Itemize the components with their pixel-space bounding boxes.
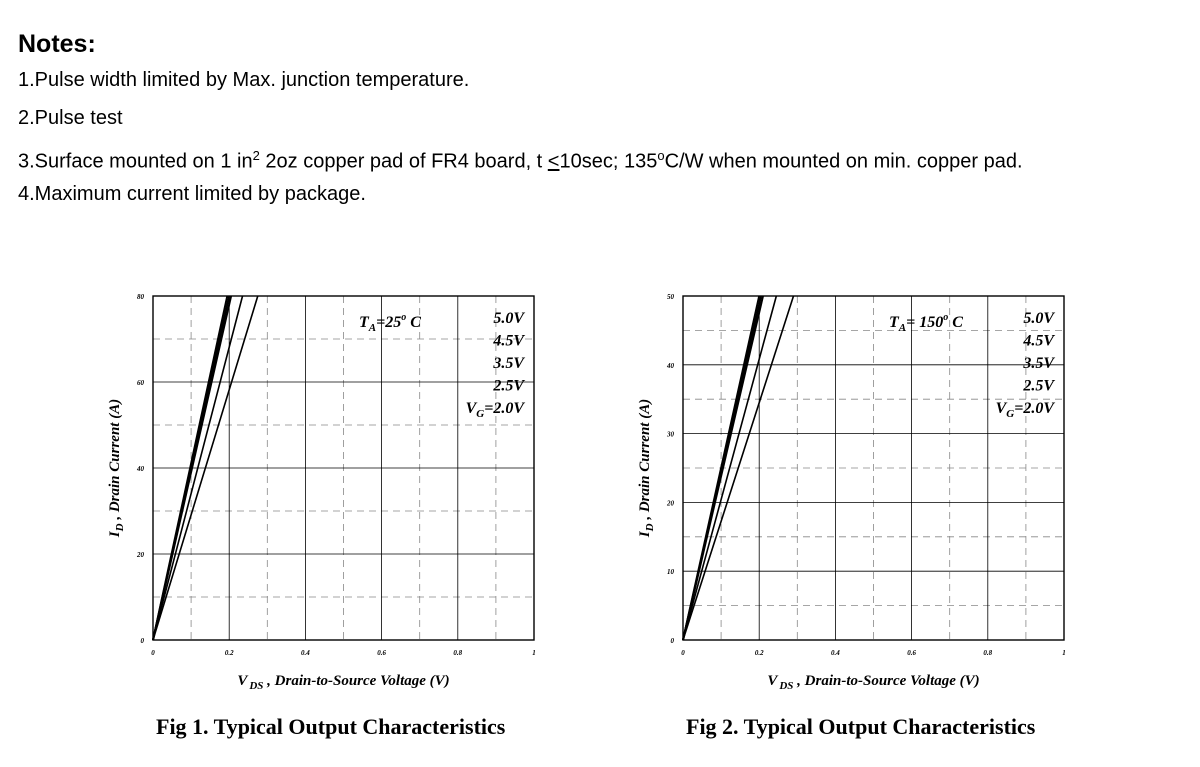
x-tick-label: 1 — [532, 649, 536, 657]
note-3-le-sign: < — [547, 150, 560, 173]
y-tick-label: 40 — [136, 465, 145, 473]
y-axis-label-symbol: I — [637, 530, 653, 538]
y-axis-label-text: , Drain Current (A) — [637, 399, 653, 524]
y-tick-label: 80 — [137, 293, 145, 301]
series-line — [682, 295, 764, 641]
note-3-part-c: 10sec; 135 — [559, 150, 658, 173]
x-axis-label-subscript: DS — [248, 680, 263, 692]
y-axis-label-subscript: D — [114, 523, 126, 532]
series-line — [682, 295, 795, 641]
legend-label-gate: VG=2.0V — [466, 400, 526, 420]
x-tick-label: 0.8 — [983, 649, 992, 657]
x-tick-label: 0.2 — [225, 649, 234, 657]
y-tick-label: 0 — [141, 637, 145, 645]
legend-label: 3.5V — [492, 355, 525, 372]
y-axis-label: ID , Drain Current (A) — [107, 399, 126, 538]
legend-gate-symbol: V — [996, 400, 1008, 417]
temperature-unit: C — [948, 314, 963, 331]
y-axis-label-text: , Drain Current (A) — [107, 399, 123, 524]
legend-label: 2.5V — [1022, 378, 1055, 395]
temperature-annotation: TA= 150o C — [889, 312, 963, 334]
x-axis-label-text: , Drain-to-Source Voltage (V) — [263, 673, 449, 689]
legend-label-gate: VG=2.0V — [996, 400, 1056, 420]
y-tick-label: 60 — [137, 379, 145, 387]
x-tick-label: 0.2 — [755, 649, 764, 657]
legend-label: 5.0V — [493, 310, 525, 327]
y-tick-label: 50 — [667, 293, 675, 301]
y-tick-label: 20 — [666, 499, 675, 507]
y-tick-label: 0 — [671, 637, 675, 645]
plot-frame — [152, 295, 535, 641]
temperature-value: = 150 — [906, 314, 943, 331]
legend-gate-value: =2.0V — [484, 400, 525, 417]
x-axis-label-subscript: DS — [778, 680, 793, 692]
x-tick-label: 0.8 — [453, 649, 462, 657]
series-line — [152, 295, 244, 641]
x-tick-label: 1 — [1062, 649, 1066, 657]
note-1: 1.Pulse width limited by Max. junction t… — [18, 69, 470, 91]
note-2: 2.Pulse test — [18, 107, 123, 129]
notes-section: Notes: 1.Pulse width limited by Max. jun… — [18, 30, 1023, 213]
y-axis-label: ID , Drain Current (A) — [637, 399, 656, 538]
temperature-symbol: T — [359, 314, 370, 331]
x-tick-label: 0.4 — [831, 649, 840, 657]
x-tick-label: 0.4 — [301, 649, 310, 657]
fig2-chart: 0 0.2 0.4 0.6 0.8 1 0 10 20 30 40 50 V DS , Drain-to-… — [625, 280, 1185, 700]
legend-label: 3.5V — [1022, 355, 1055, 372]
legend-label: 2.5V — [492, 378, 525, 395]
y-tick-label: 10 — [667, 568, 675, 576]
temperature-annotation: TA=25o C — [359, 312, 421, 334]
fig2-caption: Fig 2. Typical Output Characteristics — [686, 714, 1036, 739]
note-4: 4.Maximum current limited by package. — [18, 183, 366, 205]
series-line — [152, 295, 259, 641]
legend-label: 4.5V — [492, 333, 525, 350]
plot-frame — [682, 295, 1065, 641]
series-line — [152, 295, 233, 641]
temperature-symbol: T — [889, 314, 900, 331]
temperature-value: =25 — [376, 314, 401, 331]
legend-gate-subscript: G — [1006, 408, 1014, 420]
x-axis-label-text: , Drain-to-Source Voltage (V) — [793, 673, 979, 689]
temperature-unit: C — [406, 314, 421, 331]
legend-label: 5.0V — [1023, 310, 1055, 327]
x-axis-label-symbol: V — [767, 673, 779, 689]
notes-title: Notes: — [18, 30, 96, 58]
note-3-superscript: 2 — [252, 148, 260, 163]
x-axis-label-symbol: V — [237, 673, 249, 689]
fig1-caption: Fig 1. Typical Output Characteristics — [156, 714, 506, 739]
y-tick-label: 40 — [666, 362, 675, 370]
series-line — [682, 295, 778, 641]
temperature-degree: o — [943, 312, 948, 323]
legend-gate-subscript: G — [476, 408, 484, 420]
note-3-part-b: 2oz copper pad of FR4 board, t — [259, 150, 548, 173]
note-3-part-a: 3.Surface mounted on 1 in — [18, 150, 253, 173]
legend-label: 4.5V — [1022, 333, 1055, 350]
temperature-degree: o — [401, 312, 406, 323]
x-axis-label: V DS , Drain-to-Source Voltage (V) — [237, 673, 449, 692]
temperature-subscript: A — [368, 322, 376, 334]
x-tick-label: 0.6 — [907, 649, 916, 657]
x-axis-label: V DS , Drain-to-Source Voltage (V) — [767, 673, 979, 692]
x-tick-label: 0.6 — [377, 649, 386, 657]
x-tick-label: 0 — [681, 649, 685, 657]
x-tick-label: 0 — [151, 649, 155, 657]
note-3-part-d: C/W when mounted on min. copper pad. — [664, 150, 1023, 173]
y-tick-label: 30 — [666, 431, 675, 439]
legend-gate-symbol: V — [466, 400, 478, 417]
y-tick-label: 20 — [136, 551, 145, 559]
fig1-chart: 0 0.2 0.4 0.6 0.8 1 0 20 40 60 80 V DS , Drain-to-So… — [95, 280, 655, 700]
note-3: 3.Surface mounted on 1 in2 2oz copper pa… — [18, 137, 1023, 175]
y-axis-label-subscript: D — [644, 523, 656, 532]
y-axis-label-symbol: I — [107, 530, 123, 538]
temperature-subscript: A — [898, 322, 906, 334]
note-3-degree: o — [657, 148, 665, 163]
legend-gate-value: =2.0V — [1014, 400, 1055, 417]
